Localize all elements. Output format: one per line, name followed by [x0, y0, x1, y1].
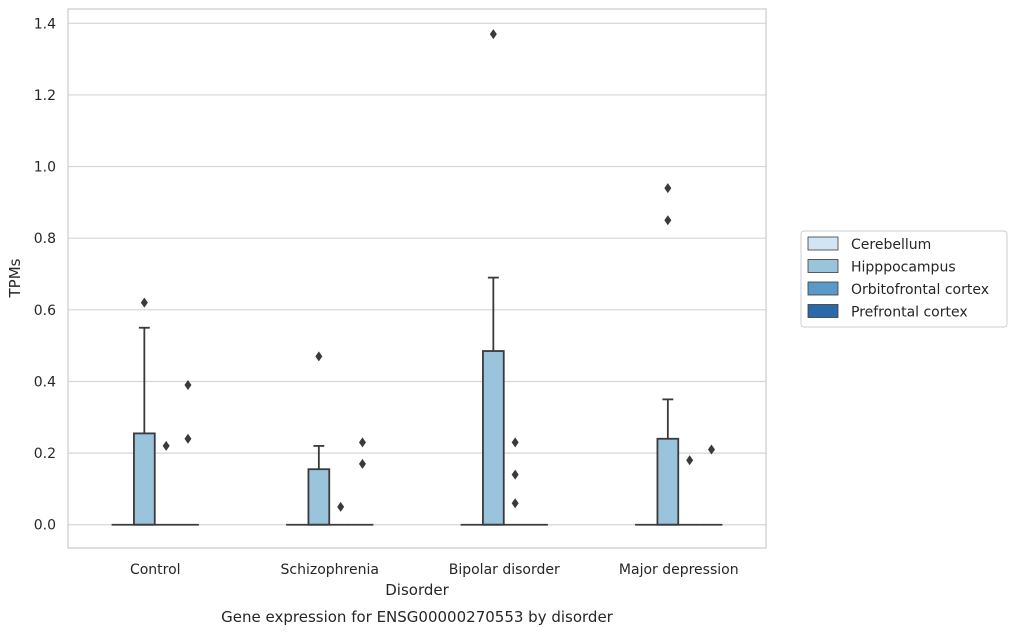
outlier-point	[337, 501, 345, 512]
legend-label-cerebellum: Cerebellum	[851, 237, 931, 253]
y-tick-label: 0.8	[34, 231, 56, 247]
legend-label-orbitofrontal-cortex: Orbitofrontal cortex	[851, 282, 989, 298]
legend-swatch-prefrontal-cortex	[807, 304, 839, 318]
box-body	[307, 468, 331, 526]
box-control-hipppocampus	[133, 297, 156, 526]
box-bipolar-disorder-orbitofrontal-cortex	[504, 437, 527, 526]
y-axis-label: TPMs	[6, 258, 24, 298]
y-tick-label: 0.0	[34, 518, 56, 534]
box-control-prefrontal-cortex	[177, 380, 199, 526]
box-schizophrenia-prefrontal-cortex	[351, 437, 374, 526]
box-body	[656, 437, 680, 526]
outlier-point	[184, 433, 192, 444]
x-tick-label: Major depression	[619, 562, 739, 578]
outlier-point	[489, 29, 497, 40]
legend-swatch-cerebellum	[807, 236, 839, 251]
outlier-point	[664, 183, 672, 194]
outlier-point	[686, 455, 694, 466]
x-axis-label: Disorder	[385, 581, 449, 599]
x-tick-label: Schizophrenia	[281, 562, 379, 578]
box-schizophrenia-hipppocampus	[307, 351, 331, 526]
legend-frame	[800, 230, 1008, 328]
box-bipolar-disorder-hipppocampus	[482, 29, 505, 526]
legend: Cerebellum Hipppocampus Orbitofrontal cort…	[800, 230, 1008, 328]
x-tick-label: Bipolar disorder	[449, 562, 560, 578]
outlier-point	[511, 437, 519, 448]
outlier-point	[184, 380, 192, 391]
box-major-depression-orbitofrontal-cortex	[678, 455, 701, 526]
legend-label-hipppocampus: Hipppocampus	[851, 260, 956, 276]
outlier-point	[358, 437, 366, 448]
x-tick-labels: Control Schizophrenia Bipolar disorder Majo…	[130, 562, 739, 578]
outlier-point	[707, 444, 715, 455]
legend-label-prefrontal-cortex: Prefrontal cortex	[851, 305, 968, 321]
plot-frame	[67, 8, 767, 549]
outlier-point	[140, 297, 148, 308]
box-marks	[111, 29, 723, 526]
y-tick-label: 1.4	[34, 16, 56, 32]
y-tick-label: 0.2	[34, 446, 56, 462]
outlier-point	[664, 215, 672, 226]
box-major-depression-prefrontal-cortex	[700, 444, 723, 526]
outlier-point	[358, 458, 366, 469]
chart-caption: Gene expression for ENSG00000270553 by d…	[221, 608, 614, 626]
legend-swatch-orbitofrontal-cortex	[807, 281, 839, 296]
y-tick-label: 1.2	[34, 88, 56, 104]
legend-swatch-hipppocampus	[807, 259, 839, 273]
plot-area	[68, 9, 766, 548]
box-control-orbitofrontal-cortex	[155, 440, 178, 526]
outlier-point	[511, 469, 519, 480]
box-body	[133, 432, 156, 526]
outlier-point	[511, 498, 519, 509]
box-schizophrenia-orbitofrontal-cortex	[329, 501, 352, 526]
x-tick-label: Control	[130, 562, 181, 578]
box-major-depression-hipppocampus	[656, 183, 680, 526]
outlier-point	[162, 440, 170, 451]
y-tick-label: 0.6	[34, 303, 56, 319]
outlier-point	[315, 351, 323, 362]
y-tick-label: 0.4	[34, 374, 56, 390]
y-tick-label: 1.0	[34, 160, 56, 176]
y-tick-labels: 0.0 0.2 0.4 0.6 0.8 1.0 1.2 1.4	[34, 16, 56, 533]
box-body	[482, 350, 505, 526]
